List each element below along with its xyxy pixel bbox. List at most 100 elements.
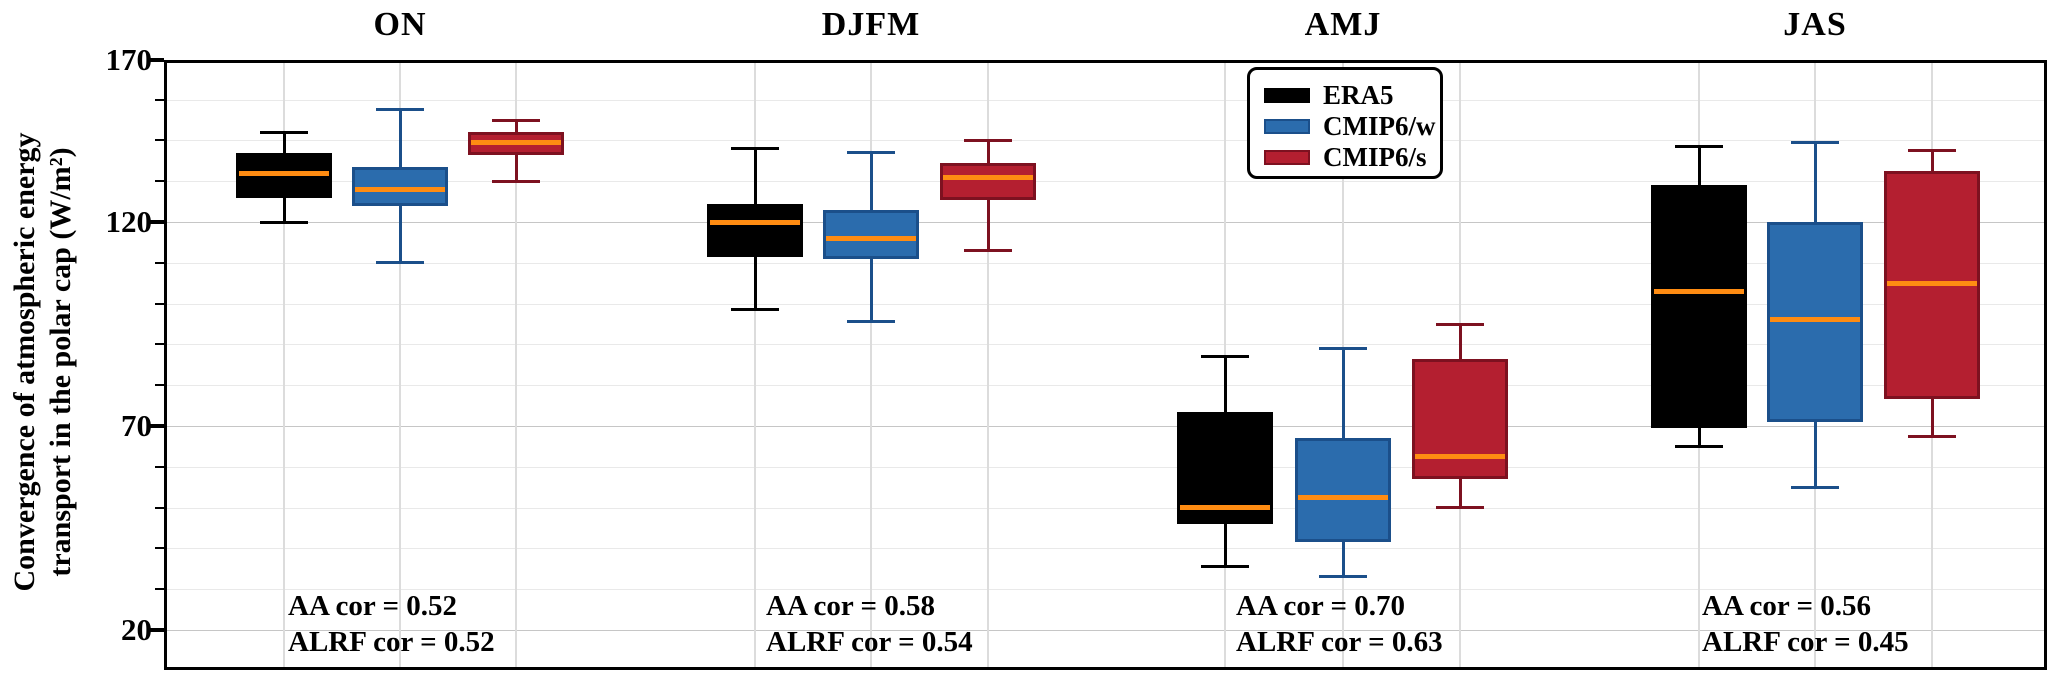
major-gridline (167, 630, 2044, 631)
legend-item-era5: ERA5 (1264, 80, 1440, 111)
y-minor-tick (155, 588, 164, 591)
plot-area (164, 60, 2047, 670)
legend-label-cmip6w: CMIP6/w (1323, 111, 1436, 141)
boxplot-cmip6w-on-whisker-upper (398, 109, 402, 167)
boxplot-era5-djfm-box (707, 203, 803, 257)
y-major-tick (150, 58, 164, 62)
major-gridline (167, 426, 2044, 427)
annotation-amj: AA cor = 0.70 ALRF cor = 0.63 (1236, 588, 1443, 660)
boxplot-cmip6w-on-whisker-lower (398, 205, 402, 263)
minor-gridline (167, 589, 2044, 591)
boxplot-cmip6w-on-box (352, 166, 448, 206)
minor-gridline (167, 385, 2044, 387)
boxplot-cmip6s-amj-cap-lower (1436, 506, 1484, 510)
vertical-gridline (987, 63, 989, 667)
boxplot-era5-amj-median (1180, 505, 1270, 511)
annotation-line: AA cor = 0.52 (288, 590, 458, 622)
legend-swatch-era5 (1264, 88, 1310, 103)
y-tick-label: 170 (105, 42, 153, 77)
boxplot-era5-amj-whisker-upper (1223, 356, 1227, 412)
boxplot-cmip6s-djfm-median (943, 174, 1033, 180)
boxplot-cmip6s-amj-median (1415, 454, 1505, 460)
boxplot-cmip6s-jas-whisker-lower (1930, 399, 1934, 437)
boxplot-cmip6w-jas-median (1770, 317, 1860, 323)
boxplot-cmip6s-on-median (471, 139, 561, 145)
minor-gridline (167, 466, 2044, 468)
boxplot-cmip6s-djfm-whisker-lower (986, 199, 990, 251)
group-title-jas: JAS (1783, 6, 1847, 43)
boxplot-cmip6w-on-cap-lower (376, 261, 424, 265)
y-tick-label: 70 (121, 408, 152, 443)
minor-gridline (167, 303, 2044, 305)
minor-gridline (167, 548, 2044, 550)
boxplot-cmip6w-djfm-whisker-upper (869, 152, 873, 210)
boxplot-era5-on-median (239, 170, 329, 176)
y-minor-tick (155, 302, 164, 305)
y-major-tick (150, 628, 164, 632)
legend: ERA5 CMIP6/w CMIP6/s (1247, 67, 1443, 179)
minor-gridline (167, 99, 2044, 101)
boxplot-cmip6s-jas-cap-upper (1908, 149, 1956, 153)
boxplot-cmip6s-on-cap-upper (492, 118, 540, 122)
boxplot-era5-amj-cap-lower (1201, 565, 1249, 569)
boxplot-cmip6w-amj-median (1298, 494, 1388, 500)
boxplot-cmip6s-amj-whisker-upper (1458, 324, 1462, 359)
annotation-line: ALRF cor = 0.54 (766, 626, 973, 658)
boxplot-era5-jas-median (1654, 288, 1744, 294)
boxplot-cmip6w-on-median (355, 186, 445, 192)
legend-swatch-cmip6s (1264, 150, 1310, 165)
boxplot-era5-jas-whisker-upper (1697, 146, 1701, 186)
vertical-gridline (399, 63, 401, 667)
boxplot-cmip6w-djfm-box (823, 209, 919, 259)
group-title-amj: AMJ (1304, 6, 1382, 43)
y-axis-label-line1: Convergence of atmospheric energy (8, 132, 41, 592)
boxplot-cmip6w-jas-whisker-lower (1813, 421, 1817, 488)
boxplot-era5-djfm-whisker-lower (753, 256, 757, 310)
vertical-gridline (515, 63, 517, 667)
y-minor-tick (155, 180, 164, 183)
boxplot-era5-jas-box (1651, 185, 1747, 429)
boxplot-era5-jas-cap-upper (1675, 145, 1723, 149)
y-minor-tick (155, 261, 164, 264)
boxplot-cmip6w-jas-cap-upper (1791, 140, 1839, 144)
boxplot-cmip6s-djfm-whisker-upper (986, 140, 990, 163)
boxplot-era5-jas-cap-lower (1675, 444, 1723, 448)
boxplot-era5-on-cap-upper (260, 130, 308, 134)
minor-gridline (167, 181, 2044, 183)
boxplot-era5-djfm-cap-lower (731, 308, 779, 312)
boxplot-cmip6s-on-whisker-upper (514, 120, 518, 133)
boxplot-era5-amj-whisker-lower (1223, 523, 1227, 567)
boxplot-cmip6s-on-whisker-lower (514, 154, 518, 182)
boxplot-cmip6s-djfm-box (940, 162, 1036, 200)
annotation-line: AA cor = 0.56 (1702, 590, 1872, 622)
y-minor-tick (155, 98, 164, 101)
y-major-tick (150, 220, 164, 224)
boxplot-era5-jas-whisker-lower (1697, 428, 1701, 447)
y-minor-tick (155, 465, 164, 468)
y-minor-tick (155, 384, 164, 387)
y-tick-label: 120 (105, 204, 153, 239)
boxplot-cmip6w-djfm-median (826, 235, 916, 241)
minor-gridline (167, 507, 2044, 509)
legend-swatch-cmip6w (1264, 119, 1310, 134)
boxplot-cmip6w-jas-whisker-upper (1813, 142, 1817, 222)
boxplot-cmip6s-amj-cap-upper (1436, 322, 1484, 326)
minor-gridline (167, 140, 2044, 142)
major-gridline (167, 222, 2044, 223)
annotation-jas: AA cor = 0.56 ALRF cor = 0.45 (1702, 588, 1909, 660)
boxplot-era5-amj-cap-upper (1201, 355, 1249, 359)
boxplot-cmip6w-djfm-cap-lower (847, 320, 895, 324)
boxplot-cmip6w-amj-whisker-lower (1341, 542, 1345, 577)
minor-gridline (167, 262, 2044, 264)
y-minor-tick (155, 547, 164, 550)
legend-label-era5: ERA5 (1323, 80, 1394, 110)
boxplot-era5-djfm-median (710, 219, 800, 225)
boxplot-cmip6s-jas-median (1887, 280, 1977, 286)
boxplot-cmip6s-jas-cap-lower (1908, 434, 1956, 438)
boxplot-era5-djfm-cap-upper (731, 147, 779, 151)
boxplot-cmip6s-jas-whisker-upper (1930, 150, 1934, 171)
boxplot-era5-on-cap-lower (260, 220, 308, 224)
boxplot-cmip6s-amj-box (1412, 358, 1508, 480)
group-title-djfm: DJFM (821, 6, 921, 43)
